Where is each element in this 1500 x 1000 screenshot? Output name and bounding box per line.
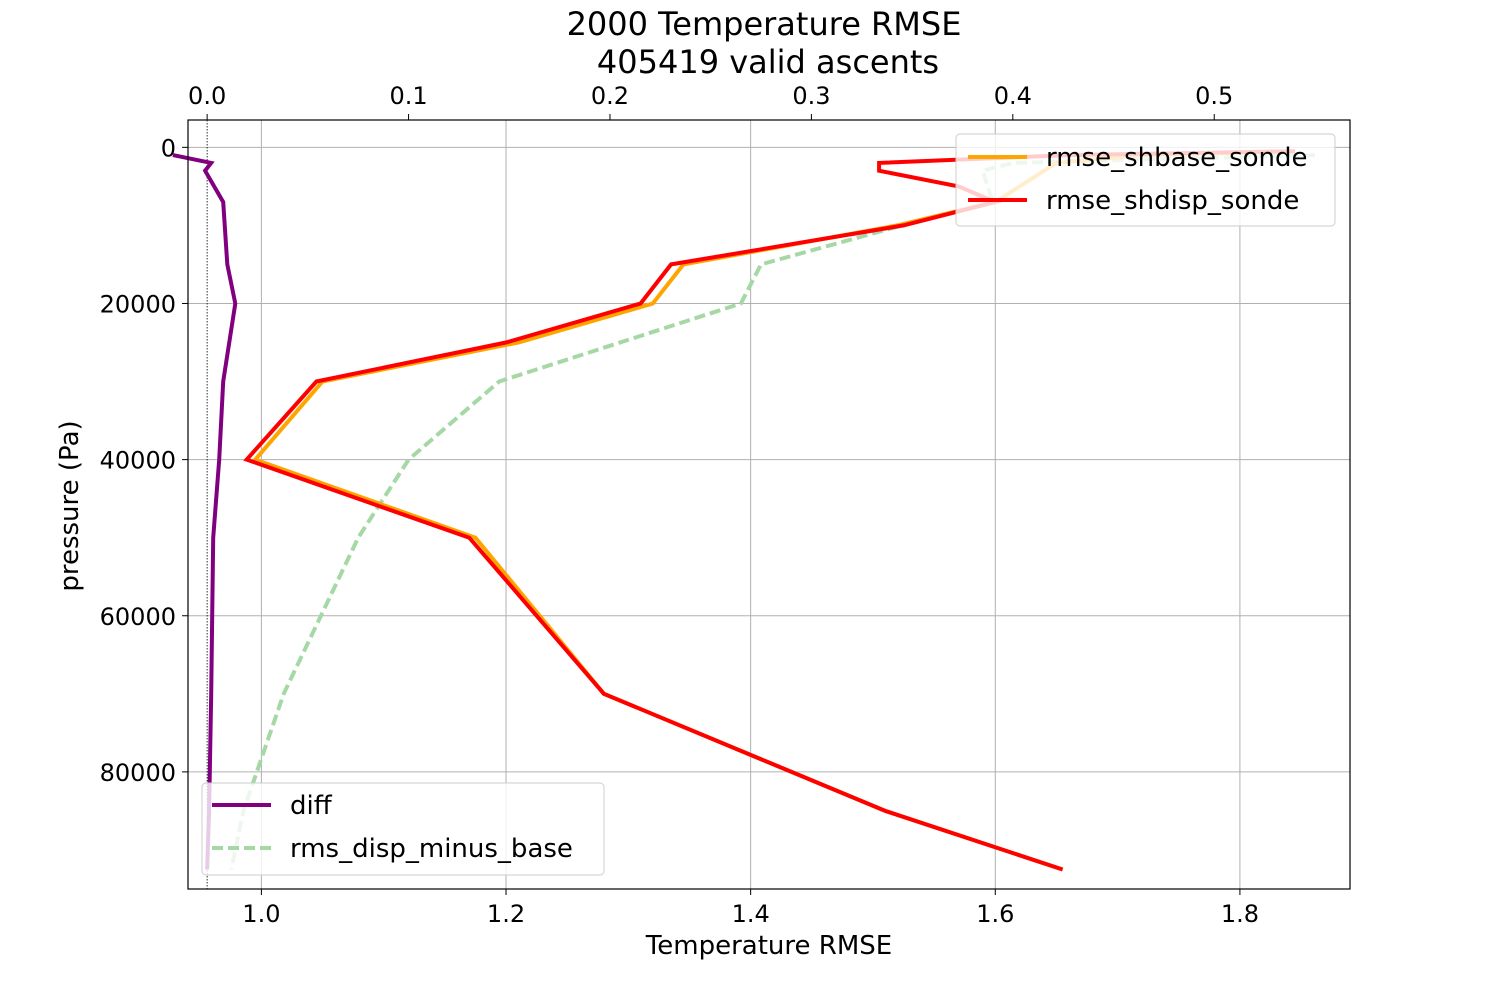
legend-lower-box [201,782,605,876]
tick-label-y: 0 [161,134,176,162]
series-line-rmse-shbase-sonde [251,149,1296,872]
series-lines [172,149,1316,872]
legend-label-rms-disp-minus-base: rms_disp_minus_base [290,834,573,864]
legend-label-diff: diff [290,791,333,821]
tick-label-bottom: 1.0 [242,900,280,928]
grid [188,120,1350,889]
legend-lower: diff rms_disp_minus_base [201,782,605,876]
chart-subtitle: 405419 valid ascents [597,43,939,81]
tick-label-bottom: 1.6 [976,900,1014,928]
legend-upper-box [955,133,1336,227]
tick-label-top: 0.5 [1195,82,1233,110]
tick-label-bottom: 1.2 [487,900,525,928]
chart-title: 2000 Temperature RMSE [567,5,962,43]
legend-label-rmse-shdisp-sonde: rmse_shdisp_sonde [1046,186,1299,216]
tick-label-bottom: 1.8 [1221,900,1259,928]
axis-ticks: 1.0 1.2 1.4 1.6 1.8 0.0 0.1 0.2 0.3 0.4 0.5 0 20000 4… [100,82,1259,928]
series-line-diff [172,153,238,870]
tick-label-top: 0.4 [994,82,1032,110]
tick-label-top: 0.1 [389,82,427,110]
series-line-rms-disp-minus-base [229,153,1316,870]
tick-label-top: 0.2 [591,82,629,110]
tick-label-top: 0.0 [188,82,226,110]
plot-frame [187,119,1351,890]
tick-label-bottom: 1.4 [732,900,770,928]
tick-label-y: 40000 [100,447,176,475]
y-axis-title: pressure (Pa) [55,420,85,591]
legend-label-rmse-shbase-sonde: rmse_shbase_sonde [1046,143,1308,173]
tick-label-top: 0.3 [792,82,830,110]
legend-upper: rmse_shbase_sonde rmse_shdisp_sonde [955,133,1336,227]
tick-label-y: 60000 [100,603,176,631]
tick-label-y: 80000 [100,759,176,787]
series-line-rmse-shdisp-sonde [243,149,1296,872]
x-axis-title: Temperature RMSE [645,931,892,961]
tick-label-y: 20000 [100,290,176,318]
